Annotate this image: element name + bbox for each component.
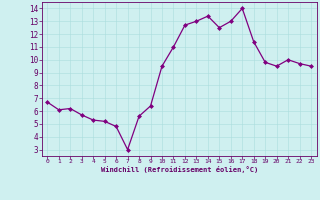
X-axis label: Windchill (Refroidissement éolien,°C): Windchill (Refroidissement éolien,°C) [100,166,258,173]
